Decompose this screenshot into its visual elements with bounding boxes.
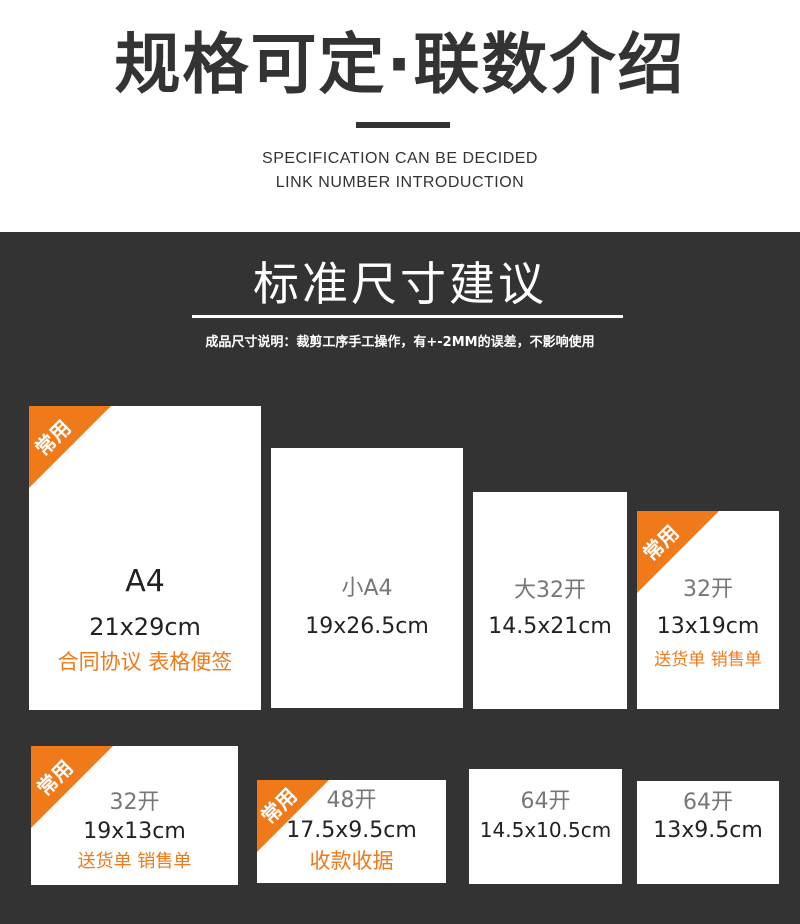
section-divider [192, 315, 623, 318]
size-card-a4: 常用 A4 21x29cm 合同协议 表格便签 [29, 406, 261, 710]
card-label: 48开 [326, 788, 377, 813]
card-size: 21x29cm [89, 613, 201, 641]
card-size: 19x13cm [83, 819, 186, 844]
card-label: 32开 [109, 790, 160, 815]
card-uses: 送货单 销售单 [77, 851, 192, 872]
size-card-64k: 64开 14.5x10.5cm [469, 769, 622, 884]
card-label: A4 [125, 564, 165, 599]
card-size: 17.5x9.5cm [286, 818, 417, 843]
size-card-64k-small: 64开 13x9.5cm [637, 781, 779, 884]
size-card-48k: 常用 48开 17.5x9.5cm 收款收据 [257, 780, 446, 883]
subtitle-line-1: SPECIFICATION CAN BE DECIDED [262, 150, 538, 167]
subtitle-line-2: LINK NUMBER INTRODUCTION [275, 174, 525, 191]
card-uses: 合同协议 表格便签 [57, 650, 233, 674]
common-badge [257, 780, 329, 852]
card-label: 64开 [683, 790, 733, 815]
common-badge [637, 511, 719, 593]
card-uses: 收款收据 [309, 849, 394, 873]
common-badge [29, 406, 111, 488]
card-label: 64开 [520, 789, 571, 814]
card-label: 大32开 [514, 578, 586, 603]
card-label: 小A4 [341, 576, 393, 601]
common-badge [31, 746, 113, 828]
card-size: 19x26.5cm [305, 614, 429, 639]
card-size: 13x9.5cm [653, 818, 763, 843]
size-card-32k: 常用 32开 13x19cm 送货单 销售单 [637, 511, 779, 709]
page-title: 规格可定·联数介绍 [114, 26, 686, 103]
section-note: 成品尺寸说明：裁剪工序手工操作，有+-2MM的误差，不影响使用 [205, 335, 595, 350]
size-card-32k-landscape: 常用 32开 19x13cm 送货单 销售单 [31, 746, 238, 885]
card-size: 14.5x10.5cm [479, 818, 612, 842]
section-title: 标准尺寸建议 [253, 257, 547, 311]
card-size: 13x19cm [656, 614, 760, 639]
size-card-small-a4: 小A4 19x26.5cm [271, 448, 463, 708]
title-divider [356, 122, 450, 128]
size-card-large-32k: 大32开 14.5x21cm [473, 492, 627, 709]
card-label: 32开 [683, 577, 733, 602]
card-uses: 送货单 销售单 [654, 650, 762, 670]
card-size: 14.5x21cm [488, 614, 612, 639]
